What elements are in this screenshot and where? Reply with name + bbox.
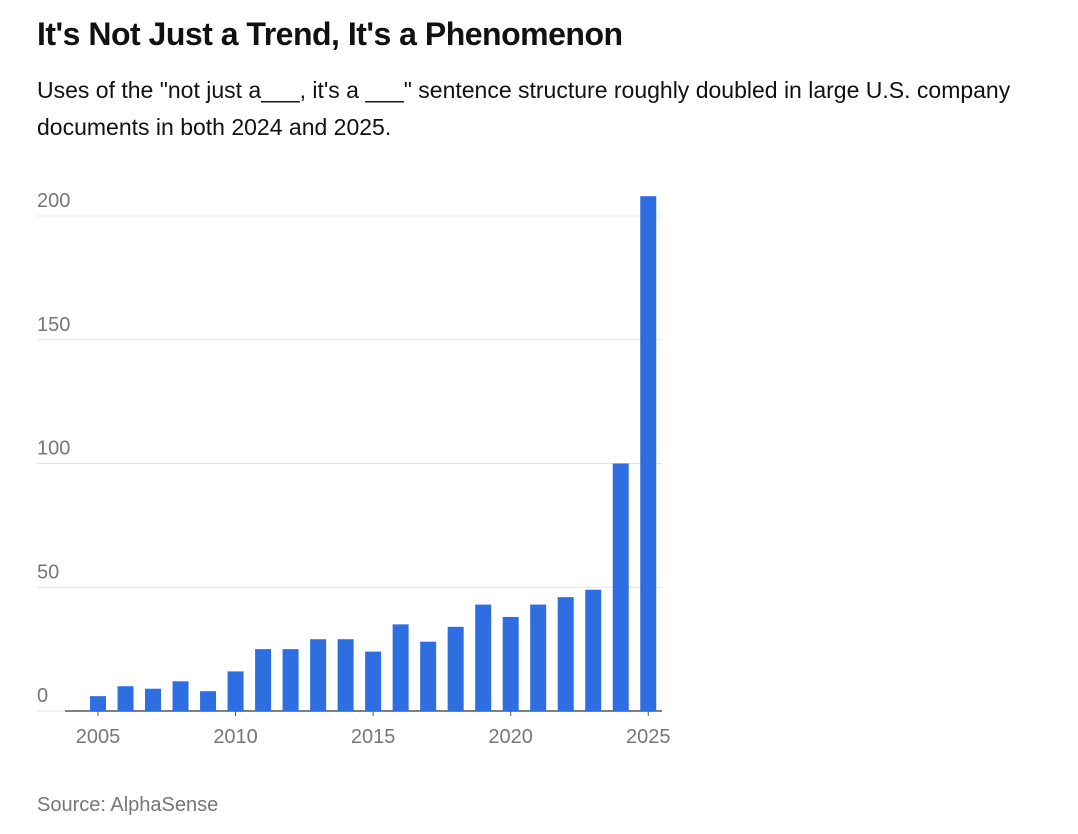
y-tick-label: 0 [37,685,48,707]
y-tick-label: 50 [37,561,59,583]
bar [392,624,409,711]
x-tick-label: 2015 [351,726,396,748]
bar [530,604,547,711]
bar [337,639,354,711]
source-note: Source: AlphaSense [37,794,219,816]
bar [255,649,272,711]
x-tick-label: 2005 [76,726,121,748]
bar [612,463,629,711]
x-tick-label: 2025 [626,726,671,748]
y-tick-label: 150 [37,314,70,336]
bar [282,649,299,711]
bar [585,589,602,711]
bar [310,639,327,711]
bar [227,671,244,711]
chart-subtitle: Uses of the "not just a___, it's a ___" … [37,77,1011,140]
bar [420,641,437,711]
y-tick-label: 200 [37,190,70,212]
bar [90,696,107,711]
bar [117,686,134,711]
bar [447,626,464,711]
bar [365,651,382,711]
y-tick-label: 100 [37,438,70,460]
bar [200,691,217,711]
bar [172,681,189,711]
bar [145,688,162,711]
bar [502,616,519,711]
bar [557,597,574,711]
x-tick-label: 2010 [213,726,258,748]
x-tick-label: 2020 [488,726,533,748]
bar [640,196,657,711]
chart-title: It's Not Just a Trend, It's a Phenomenon [37,16,623,52]
bar [475,604,492,711]
